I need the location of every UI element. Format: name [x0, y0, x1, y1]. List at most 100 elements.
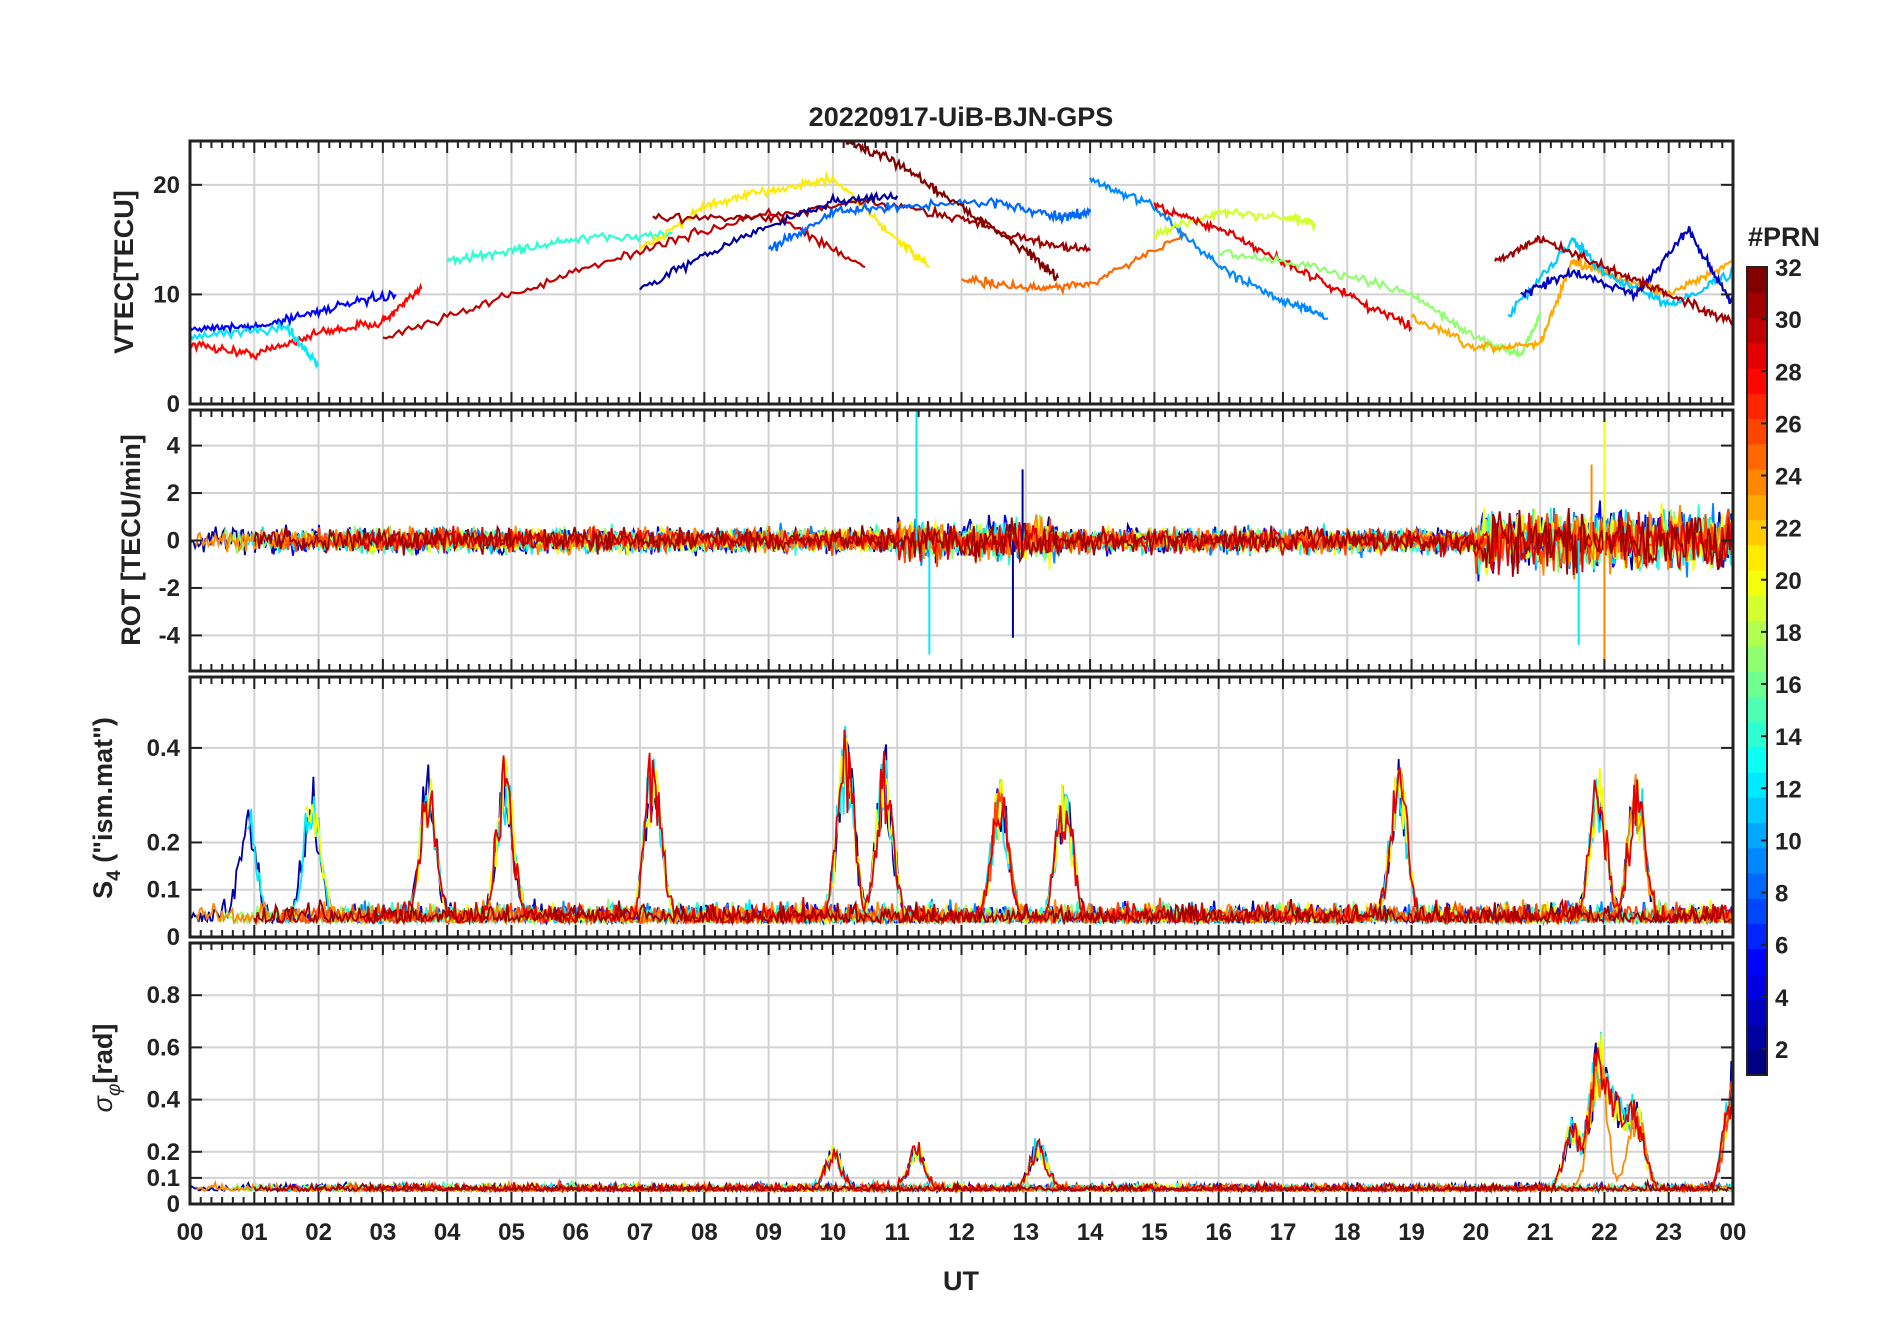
x-tick-label: 22 [1591, 1219, 1618, 1246]
rot-y-tick-label: -4 [159, 622, 181, 649]
sigma-phi-series-prn26 [279, 1081, 1733, 1194]
colorbar-stripe [1747, 267, 1767, 293]
s4-y-tick-label: 0.4 [147, 735, 181, 762]
sigma-phi-y-tick-label: 0 [167, 1191, 180, 1218]
s4-y-tick-label: 0.2 [147, 829, 180, 856]
colorbar-label: #PRN [1748, 222, 1820, 252]
s4-panel: 0 0.1 0.2 0.4 S4 ("ism.mat") [88, 675, 1735, 951]
colorbar-stripe [1747, 822, 1767, 849]
sigma-phi-series-prn24 [196, 1065, 1733, 1194]
sigma-phi-ylabel-sub: φ [104, 1084, 125, 1096]
x-tick-label: 04 [434, 1219, 461, 1246]
colorbar-tick-label: 12 [1775, 776, 1802, 803]
colorbar-tick-label: 8 [1775, 881, 1788, 908]
colorbar-stripe [1747, 469, 1767, 495]
vtec-panel: 0 10 20 VTEC[TECU] [109, 139, 1735, 418]
vtec-series-prn19 [1153, 206, 1317, 241]
rot-panel: -4 -2 0 2 4 ROT [TECU/min] [116, 408, 1735, 673]
colorbar-tick-label: 6 [1775, 933, 1788, 960]
x-tick-label: 19 [1398, 1219, 1425, 1246]
colorbar-tick-label: 16 [1775, 672, 1802, 699]
colorbar-stripe [1747, 873, 1767, 899]
colorbar-stripe [1747, 443, 1767, 470]
rot-y-tick-label: 2 [167, 480, 180, 507]
colorbar-stripe [1747, 544, 1767, 571]
colorbar-frame [1746, 266, 1768, 1076]
vtec-series-prn32 [845, 141, 1059, 281]
colorbar-tick-label: 32 [1775, 255, 1802, 282]
s4-y-tick-label: 0.1 [147, 877, 180, 904]
rot-lines [190, 410, 1733, 671]
sigma-phi-ylabel: σφ[rad] [88, 1024, 125, 1113]
x-tick-label: 16 [1205, 1219, 1232, 1246]
x-tick-label: 02 [305, 1219, 332, 1246]
rot-series-prn31 [253, 507, 1733, 577]
sigma-phi-series-prn12 [247, 1031, 1733, 1194]
colorbar-stripe [1747, 696, 1767, 723]
x-tick-label: 20 [1462, 1219, 1489, 1246]
sigma-phi-frame: 00.10.2 0.4 0.6 0.8 [147, 941, 1735, 1218]
x-tick-label: 08 [691, 1219, 718, 1246]
vtec-series-prn31 [652, 194, 1091, 253]
colorbar-stripe [1747, 721, 1767, 748]
s4-frame: 0 0.1 0.2 0.4 [147, 675, 1735, 951]
colorbar-stripe [1747, 923, 1767, 950]
sigma-phi-y-tick-label: 0.4 [147, 1087, 181, 1114]
sigma-phi-ylabel-rest: [rad] [88, 1024, 118, 1084]
x-tick-label: 14 [1077, 1219, 1104, 1246]
x-axis-label: UT [943, 1266, 979, 1296]
colorbar-tick-label: 22 [1775, 516, 1802, 543]
rot-y-tick-label: -2 [159, 575, 180, 602]
colorbar-stripe [1747, 671, 1767, 697]
colorbar-stripe [1747, 1024, 1767, 1051]
colorbar-tick-label: 26 [1775, 411, 1802, 438]
vtec-series-prn9 [1089, 176, 1329, 321]
colorbar-stripe [1747, 645, 1767, 672]
colorbar-stripe [1747, 418, 1767, 445]
colorbar-stripe [1747, 772, 1767, 798]
sigma-phi-ylabel-main: σ [88, 1094, 118, 1112]
x-tick-label: 03 [370, 1219, 397, 1246]
x-tick-label: 07 [627, 1219, 654, 1246]
sigma-phi-y-tick-label: 0.8 [147, 982, 180, 1009]
colorbar-stripe [1747, 368, 1767, 394]
colorbar-stripe [1747, 898, 1767, 925]
vtec-grid [189, 141, 1734, 405]
vtec-series-prn31 [1494, 234, 1733, 326]
x-tick-labels: 00 01 02 03 04 05 06 07 08 09 10 11 12 13 14 15 16 17 18 19… [177, 1219, 1747, 1246]
x-tick-label: 00 [177, 1219, 204, 1246]
x-tick-label: 17 [1270, 1219, 1297, 1246]
colorbar-tick-label: 30 [1775, 307, 1802, 334]
vtec-series-prn3 [1520, 226, 1733, 306]
rot-y-tick-label: 0 [167, 528, 180, 555]
vtec-series-prn29 [1153, 201, 1413, 333]
vtec-y-tick-label: 0 [167, 391, 180, 418]
colorbar-stripe [1747, 620, 1767, 647]
vtec-series-prn28 [190, 282, 423, 361]
vtec-series-prn8 [767, 196, 1092, 252]
vtec-series-prn21 [638, 170, 930, 268]
colorbar-tick-label: 14 [1775, 724, 1802, 751]
vtec-y-tick-label: 20 [153, 172, 180, 199]
colorbar-stripe [1747, 847, 1767, 874]
x-tick-label: 01 [241, 1219, 268, 1246]
x-tick-label: 12 [948, 1219, 975, 1246]
x-tick-label: 10 [820, 1219, 847, 1246]
sigma-phi-lines [190, 1031, 1733, 1195]
sigma-phi-panel: 00.10.2 0.4 0.6 0.8 σφ[rad] [88, 941, 1735, 1218]
figure-title: 20220917-UiB-BJN-GPS [809, 102, 1114, 132]
colorbar-stripe [1747, 948, 1767, 975]
colorbar-stripe [1747, 317, 1767, 344]
x-tick-label: 18 [1334, 1219, 1361, 1246]
s4-lines [190, 725, 1733, 927]
colorbar-stripe [1747, 999, 1767, 1026]
vtec-series-prn5 [190, 289, 397, 335]
s4-series-prn12 [247, 725, 1733, 926]
x-tick-label: 00 [1720, 1219, 1747, 1246]
s4-ylabel-main: S [88, 881, 118, 899]
sigma-phi-y-tick-label: 0.2 [147, 1139, 180, 1166]
x-tick-label: 05 [498, 1219, 525, 1246]
x-tick-label: 11 [885, 1219, 910, 1246]
